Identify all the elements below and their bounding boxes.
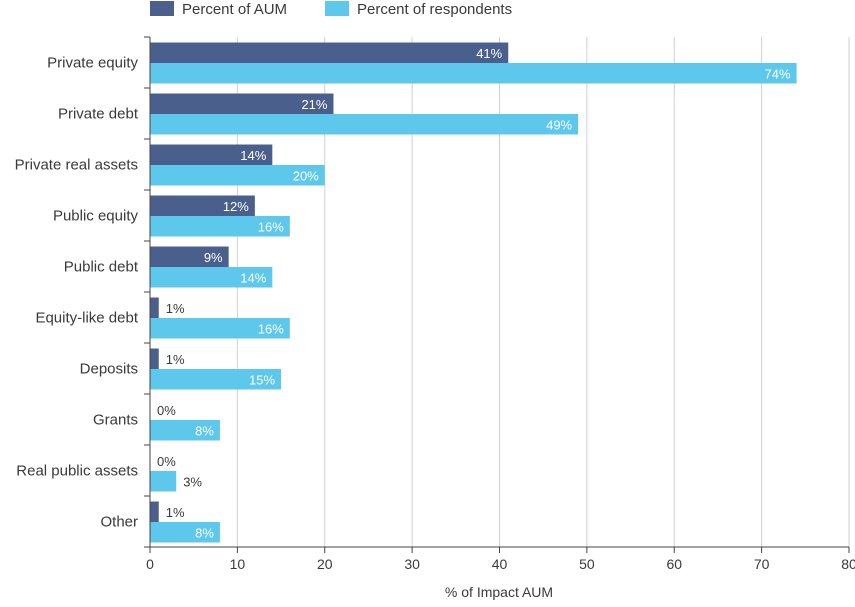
x-tick-label-80: 80	[841, 556, 855, 572]
data-label-percent-of-aum-private-debt: 21%	[301, 97, 327, 112]
data-label-percent-of-aum-private-real-assets: 14%	[240, 148, 266, 163]
bar-percent-of-respondents-private-equity	[150, 63, 797, 84]
bar-percent-of-aum-equity-like-debt	[150, 297, 159, 318]
bar-percent-of-respondents-public-equity	[150, 216, 290, 237]
bar-percent-of-aum-private-equity	[150, 42, 509, 63]
bar-percent-of-respondents-public-debt	[150, 267, 273, 288]
bar-percent-of-aum-private-real-assets	[150, 144, 273, 165]
bar-percent-of-aum-public-equity	[150, 195, 255, 216]
x-tick-label-0: 0	[146, 556, 154, 572]
x-tick-label-20: 20	[317, 556, 333, 572]
legend: Percent of AUM Percent of respondents	[150, 1, 512, 18]
x-tick-label-70: 70	[754, 556, 770, 572]
legend-swatch-percent-of-respondents	[325, 1, 349, 16]
bar-percent-of-respondents-private-debt	[150, 114, 579, 135]
data-label-percent-of-respondents-public-debt: 14%	[240, 270, 266, 285]
x-axis-title: % of Impact AUM	[445, 584, 553, 600]
data-label-percent-of-respondents-deposits: 15%	[249, 372, 275, 387]
data-label-percent-of-respondents-other: 8%	[195, 525, 214, 540]
data-label-percent-of-aum-real-public-assets: 0%	[157, 454, 176, 469]
data-label-percent-of-aum-public-equity: 12%	[223, 199, 249, 214]
bar-percent-of-respondents-real-public-assets	[150, 471, 177, 492]
category-label-other: Other	[100, 514, 138, 531]
y-axis: Private equity Private debt Private real a…	[15, 36, 151, 548]
x-tick-label-60: 60	[666, 556, 682, 572]
data-label-percent-of-respondents-equity-like-debt: 16%	[258, 321, 284, 336]
bars	[150, 42, 797, 543]
category-label-private-equity: Private equity	[47, 55, 138, 72]
data-label-percent-of-respondents-private-equity: 74%	[765, 66, 791, 81]
legend-label-percent-of-aum: Percent of AUM	[182, 1, 287, 18]
bar-percent-of-aum-public-debt	[150, 246, 229, 267]
bar-percent-of-aum-deposits	[150, 348, 159, 369]
data-label-percent-of-respondents-private-real-assets: 20%	[293, 168, 319, 183]
bar-percent-of-respondents-equity-like-debt	[150, 318, 290, 339]
data-label-percent-of-aum-grants: 0%	[157, 403, 176, 418]
data-label-percent-of-aum-equity-like-debt: 1%	[166, 301, 185, 316]
category-label-public-debt: Public debt	[64, 259, 139, 276]
x-tick-label-10: 10	[230, 556, 246, 572]
bar-percent-of-respondents-other	[150, 522, 220, 543]
data-label-percent-of-respondents-public-equity: 16%	[258, 219, 284, 234]
category-label-private-debt: Private debt	[58, 106, 139, 123]
category-label-private-real-assets: Private real assets	[15, 157, 138, 174]
data-label-percent-of-aum-public-debt: 9%	[204, 250, 223, 265]
data-label-percent-of-respondents-real-public-assets: 3%	[183, 474, 202, 489]
data-label-percent-of-respondents-private-debt: 49%	[546, 117, 572, 132]
bar-percent-of-aum-other	[150, 501, 159, 522]
x-axis: 0 10 20 30 40 50 60 70 80	[146, 546, 855, 572]
data-label-percent-of-aum-private-equity: 41%	[476, 46, 502, 61]
x-tick-label-40: 40	[492, 556, 508, 572]
data-label-percent-of-aum-deposits: 1%	[166, 352, 185, 367]
legend-label-percent-of-respondents: Percent of respondents	[357, 1, 512, 18]
x-tick-label-50: 50	[579, 556, 595, 572]
legend-swatch-percent-of-aum	[150, 1, 174, 16]
x-tick-label-30: 30	[404, 556, 420, 572]
bar-percent-of-respondents-deposits	[150, 369, 282, 390]
data-label-percent-of-aum-other: 1%	[166, 505, 185, 520]
data-labels: 41% 74% 21% 49% 14% 20% 12% 16% 9% 14% 1% 16% 1% 15% 0…	[157, 46, 791, 541]
data-label-percent-of-respondents-grants: 8%	[195, 423, 214, 438]
bar-percent-of-respondents-private-real-assets	[150, 165, 325, 186]
category-label-deposits: Deposits	[80, 361, 138, 378]
category-label-real-public-assets: Real public assets	[16, 463, 138, 480]
bar-percent-of-respondents-grants	[150, 420, 220, 441]
bar-percent-of-aum-private-debt	[150, 93, 334, 114]
category-label-public-equity: Public equity	[53, 208, 139, 225]
category-label-grants: Grants	[93, 412, 138, 429]
category-label-equity-like-debt: Equity-like debt	[35, 310, 138, 327]
